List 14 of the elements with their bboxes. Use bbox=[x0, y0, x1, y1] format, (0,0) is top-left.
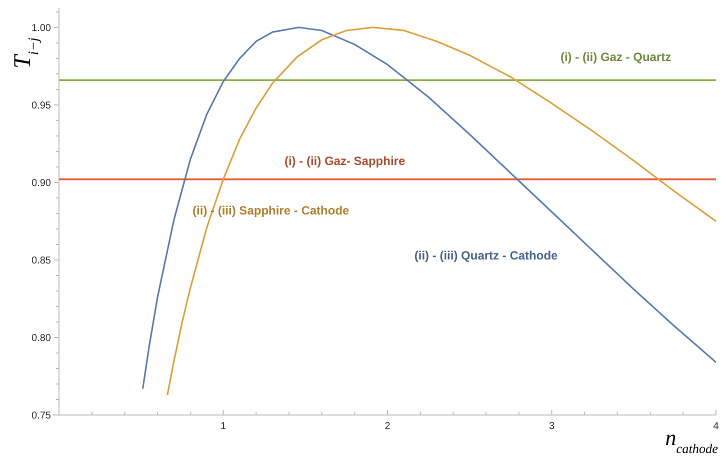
ref-line-label: (i) - (ii) Gaz - Quartz bbox=[560, 50, 672, 64]
x-tick-label: 4 bbox=[713, 421, 720, 432]
y-tick-label: 0.85 bbox=[32, 255, 52, 266]
y-tick-label: 0.75 bbox=[32, 410, 52, 422]
y-tick-label: 0.80 bbox=[32, 332, 52, 344]
ref-line-label: (i) - (ii) Gaz- Sapphire bbox=[284, 154, 406, 168]
y-tick-label: 0.90 bbox=[32, 178, 52, 189]
x-tick-label: 2 bbox=[384, 421, 391, 432]
series-label: (ii) - (iii) Sapphire - Cathode bbox=[192, 203, 350, 218]
x-tick-label: 1 bbox=[220, 421, 226, 432]
y-tick-label: 0.95 bbox=[32, 100, 52, 112]
series-label: (ii) - (iii) Quartz - Cathode bbox=[414, 248, 558, 263]
y-tick-label: 1.00 bbox=[32, 22, 52, 34]
x-tick-label: 3 bbox=[548, 421, 555, 432]
